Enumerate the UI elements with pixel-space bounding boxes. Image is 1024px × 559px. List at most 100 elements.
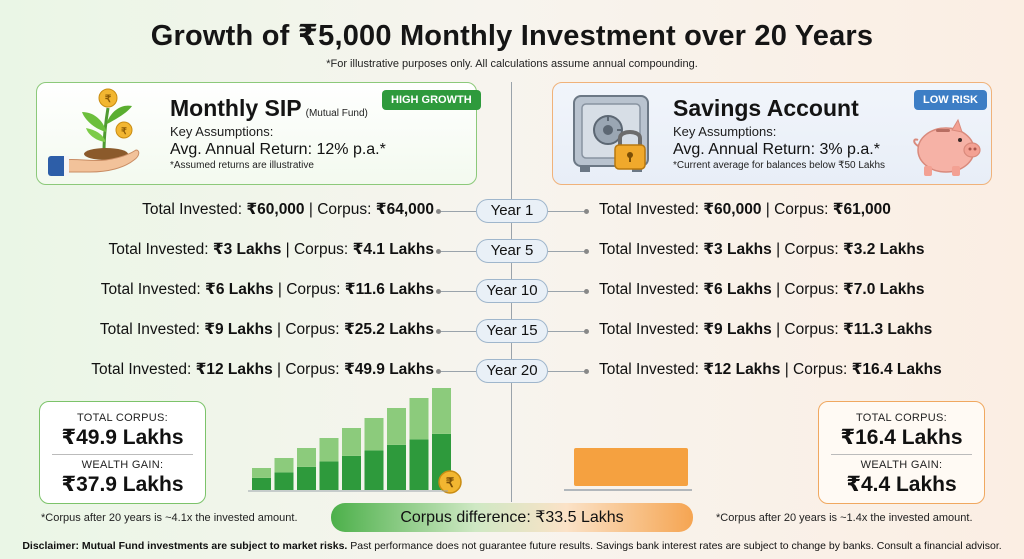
- year-pill-4: Year 15: [476, 319, 548, 343]
- growth-bar-lower: [364, 450, 384, 490]
- sip-wealth-gain-label: WEALTH GAIN:: [81, 459, 164, 471]
- page-subtitle: *For illustrative purposes only. All cal…: [326, 58, 698, 70]
- right-connector-line: [548, 291, 586, 292]
- sip-invested-label: Total Invested:: [99, 321, 200, 338]
- sip-corpus-value: ₹4.1 Lakhs: [352, 241, 434, 258]
- low-risk-badge: LOW RISK: [914, 90, 987, 110]
- growth-bar-upper: [432, 388, 451, 434]
- sip-wealth-gain-value: ₹37.9 Lakhs: [61, 473, 184, 496]
- sip-note: *Assumed returns are illustrative: [170, 160, 314, 171]
- rupee-coin-icon: ₹: [438, 470, 462, 494]
- savings-note: *Current average for balances below ₹50 …: [673, 160, 886, 171]
- savings-row-1: Total Invested: ₹60,000 | Corpus: ₹61,00…: [599, 200, 891, 219]
- left-connector-dot: [436, 369, 441, 374]
- savings-invested-label: Total Invested:: [599, 281, 699, 298]
- row-separator: |: [273, 281, 287, 298]
- savings-footnote: *Corpus after 20 years is ~1.4x the inve…: [716, 512, 973, 524]
- growth-bar-lower: [342, 455, 361, 490]
- savings-row-2: Total Invested: ₹3 Lakhs | Corpus: ₹3.2 …: [599, 240, 924, 259]
- sip-return-line: Avg. Annual Return: 12% p.a.*: [170, 141, 386, 158]
- sip-row-1: Total Invested: ₹60,000 | Corpus: ₹64,00…: [142, 200, 434, 219]
- sip-footnote: *Corpus after 20 years is ~4.1x the inve…: [41, 512, 298, 524]
- savings-wealth-gain-label: WEALTH GAIN:: [860, 459, 943, 471]
- sip-corpus-value: ₹49.9 Lakhs: [343, 361, 434, 378]
- savings-invested-value: ₹60,000: [703, 201, 762, 218]
- high-growth-badge: HIGH GROWTH: [382, 90, 481, 110]
- growth-bar-lower: [252, 477, 271, 490]
- left-connector-line: [438, 211, 476, 212]
- savings-return-line: Avg. Annual Return: 3% p.a.*: [673, 141, 880, 158]
- savings-invested-label: Total Invested:: [599, 361, 699, 378]
- row-separator: |: [304, 201, 318, 218]
- sip-row-3: Total Invested: ₹6 Lakhs | Corpus: ₹11.6…: [101, 280, 434, 299]
- sip-corpus-value: ₹64,000: [375, 201, 434, 218]
- sip-summary-box: TOTAL CORPUS: ₹49.9 Lakhs WEALTH GAIN: ₹…: [39, 401, 206, 504]
- sip-invested-value: ₹6 Lakhs: [205, 281, 274, 298]
- page-title: Growth of ₹5,000 Monthly Investment over…: [150, 20, 874, 52]
- savings-corpus-label: Corpus:: [784, 241, 839, 258]
- savings-card-title: Savings Account: [673, 95, 859, 121]
- savings-corpus-value: ₹61,000: [832, 201, 891, 218]
- row-separator: |: [780, 361, 794, 378]
- sip-row-5: Total Invested: ₹12 Lakhs | Corpus: ₹49.…: [91, 360, 434, 379]
- savings-invested-value: ₹12 Lakhs: [703, 361, 781, 378]
- savings-invested-label: Total Invested:: [599, 321, 699, 338]
- right-connector-line: [548, 331, 586, 332]
- savings-invested-label: Total Invested:: [599, 201, 699, 218]
- sip-corpus-value: ₹25.2 Lakhs: [343, 321, 434, 338]
- left-connector-line: [438, 291, 476, 292]
- sip-card-title-sub: (Mutual Fund): [305, 108, 368, 119]
- sip-invested-value: ₹3 Lakhs: [212, 241, 282, 258]
- sip-corpus-label: Corpus:: [293, 241, 349, 258]
- savings-row-4: Total Invested: ₹9 Lakhs | Corpus: ₹11.3…: [599, 320, 932, 339]
- sip-corpus-label: Corpus:: [317, 201, 372, 218]
- sip-invested-value: ₹9 Lakhs: [204, 321, 273, 338]
- left-connector-dot: [436, 249, 441, 254]
- growth-bar-upper: [387, 408, 406, 445]
- left-connector-dot: [436, 209, 441, 214]
- left-connector-dot: [436, 289, 441, 294]
- sip-card-title: Monthly SIP (Mutual Fund): [170, 95, 368, 121]
- left-connector-line: [438, 331, 476, 332]
- savings-total-corpus-value: ₹16.4 Lakhs: [840, 426, 963, 449]
- svg-text:₹: ₹: [121, 126, 127, 136]
- sip-invested-label: Total Invested:: [91, 361, 192, 378]
- sip-invested-label: Total Invested:: [142, 201, 243, 218]
- growth-bar-upper: [342, 428, 361, 456]
- sip-assumptions-label: Key Assumptions:: [170, 124, 274, 139]
- savings-invested-label: Total Invested:: [599, 241, 699, 258]
- row-separator: |: [771, 281, 785, 298]
- row-separator: |: [272, 321, 286, 338]
- sip-invested-value: ₹12 Lakhs: [195, 361, 273, 378]
- row-separator: |: [771, 241, 785, 258]
- sip-corpus-label: Corpus:: [285, 321, 340, 338]
- savings-wealth-gain-value: ₹4.4 Lakhs: [846, 473, 957, 496]
- savings-row-5: Total Invested: ₹12 Lakhs | Corpus: ₹16.…: [599, 360, 942, 379]
- savings-summary-separator: [831, 454, 972, 455]
- left-connector-line: [438, 371, 476, 372]
- left-connector-dot: [436, 329, 441, 334]
- row-separator: |: [272, 361, 286, 378]
- savings-corpus-value: ₹7.0 Lakhs: [843, 281, 925, 298]
- left-connector-line: [438, 251, 476, 252]
- savings-corpus-value: ₹11.3 Lakhs: [843, 321, 933, 338]
- sip-invested-label: Total Invested:: [100, 281, 201, 298]
- growth-bar-lower: [409, 439, 429, 490]
- orange-block-icon: [574, 448, 688, 486]
- savings-corpus-label: Corpus:: [774, 201, 829, 218]
- growth-bars-illustration: ₹: [248, 388, 462, 494]
- row-separator: |: [761, 201, 775, 218]
- row-separator: |: [771, 321, 785, 338]
- right-connector-dot: [584, 249, 589, 254]
- right-connector-line: [548, 211, 586, 212]
- savings-assumptions-label: Key Assumptions:: [673, 124, 777, 139]
- sip-summary-separator: [52, 454, 193, 455]
- sip-corpus-label: Corpus:: [285, 361, 340, 378]
- savings-summary-box: TOTAL CORPUS: ₹16.4 Lakhs WEALTH GAIN: ₹…: [818, 401, 985, 504]
- sip-row-2: Total Invested: ₹3 Lakhs | Corpus: ₹4.1 …: [109, 240, 434, 259]
- growth-bar-upper: [297, 448, 316, 467]
- growth-bar-lower: [274, 472, 294, 490]
- sip-total-corpus-label: TOTAL CORPUS:: [76, 412, 169, 424]
- growth-bar-upper: [252, 468, 271, 478]
- right-connector-dot: [584, 369, 589, 374]
